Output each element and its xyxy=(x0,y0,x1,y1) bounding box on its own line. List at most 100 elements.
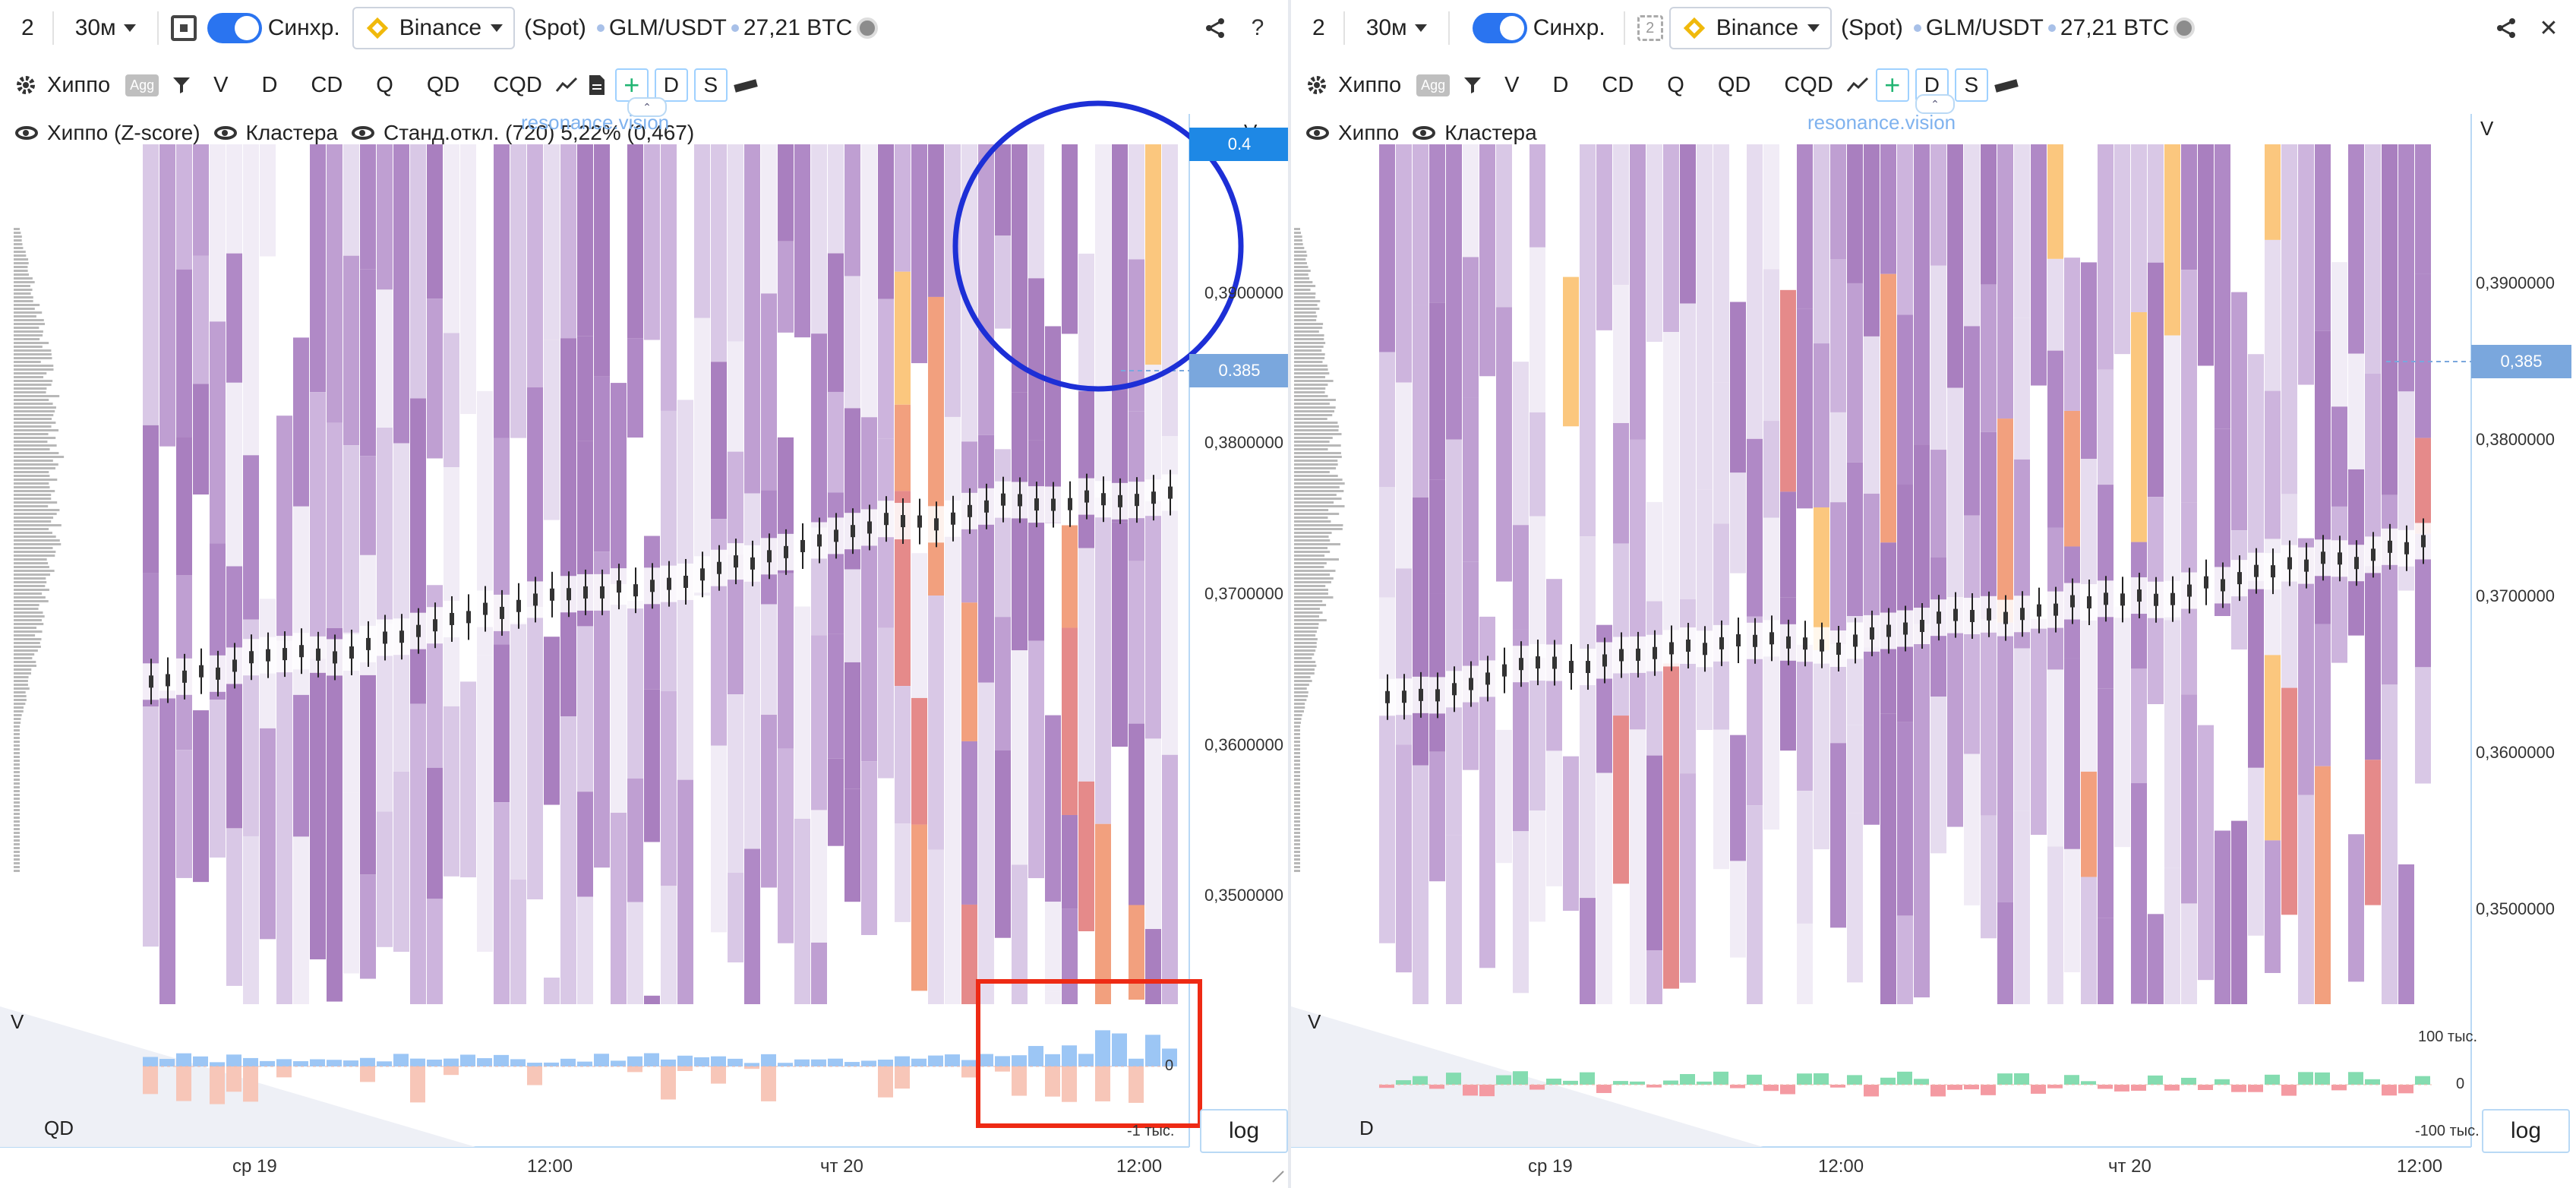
profile-bar xyxy=(14,839,20,842)
indicator-v[interactable]: V xyxy=(1504,72,1520,97)
profile-bar xyxy=(1294,619,1327,621)
agg-badge[interactable]: Agg xyxy=(125,74,159,96)
profile-bar xyxy=(1294,395,1328,397)
candle-body xyxy=(800,539,805,552)
pane-background xyxy=(1291,1006,1763,1147)
add-indicator-button[interactable]: + xyxy=(1875,68,1909,102)
log-scale-button[interactable]: log xyxy=(1200,1109,1288,1153)
s-button[interactable]: S xyxy=(693,68,728,102)
s-button[interactable]: S xyxy=(1954,68,1988,102)
d-button[interactable]: D xyxy=(654,68,688,102)
share-icon[interactable] xyxy=(2491,13,2521,43)
indicator-q[interactable]: Q xyxy=(376,72,393,97)
heat-cell xyxy=(694,596,710,948)
indicator-name[interactable]: Хиппо xyxy=(1338,72,1402,97)
agg-badge[interactable]: Agg xyxy=(1416,74,1451,96)
qd-bar xyxy=(661,1066,676,1100)
indicator-cd[interactable]: CD xyxy=(311,72,343,97)
indicator-cqd[interactable]: CQD xyxy=(493,72,542,97)
volume-bar xyxy=(1062,1045,1077,1066)
chart-canvas[interactable] xyxy=(1291,0,2576,1188)
indicator-qd[interactable]: QD xyxy=(1717,72,1751,97)
indicator-cqd[interactable]: CQD xyxy=(1784,72,1833,97)
log-scale-button[interactable]: log xyxy=(2482,1109,2570,1153)
collapse-toggle[interactable]: ⌃ xyxy=(627,97,667,117)
filter-icon[interactable] xyxy=(166,70,197,100)
gear-icon[interactable] xyxy=(11,70,41,100)
profile-bar xyxy=(14,870,20,872)
share-icon[interactable] xyxy=(1200,13,1230,43)
indicator-name[interactable]: Хиппо xyxy=(47,72,111,97)
eye-icon[interactable] xyxy=(1413,126,1436,140)
pair-label[interactable]: GLM/USDT xyxy=(1925,15,2044,40)
timeframe-select[interactable]: 30м xyxy=(66,15,145,41)
heat-cell xyxy=(911,697,927,825)
heat-cell xyxy=(1563,144,1579,277)
heat-cell xyxy=(1880,273,1896,543)
profile-bar xyxy=(14,555,55,557)
panel-divider[interactable] xyxy=(1288,0,1291,1188)
line-chart-icon[interactable] xyxy=(551,70,582,100)
eye-icon[interactable] xyxy=(352,126,374,140)
binance-logo-icon xyxy=(365,15,390,41)
filter-icon[interactable] xyxy=(1457,70,1488,100)
help-button[interactable]: ? xyxy=(1251,15,1264,40)
eye-icon[interactable] xyxy=(213,126,237,140)
eye-icon[interactable] xyxy=(1306,126,1329,140)
exchange-select[interactable]: Binance xyxy=(1668,7,1833,49)
close-button[interactable]: ✕ xyxy=(2539,15,2559,41)
ruler-icon[interactable] xyxy=(731,70,761,100)
resize-grip-icon[interactable] xyxy=(1272,1171,1284,1183)
eye-icon[interactable] xyxy=(15,126,38,140)
screenshot-icon[interactable] xyxy=(170,15,197,41)
linked-window-icon[interactable]: 2 xyxy=(1637,15,1663,41)
heat-cell xyxy=(1513,362,1529,526)
legend-item-clusters[interactable]: Кластера xyxy=(213,121,338,145)
profile-bar xyxy=(14,725,20,728)
indicator-v[interactable]: V xyxy=(213,72,229,97)
exchange-select[interactable]: Binance xyxy=(352,7,516,49)
candle-body xyxy=(533,593,538,606)
heat-cell xyxy=(1095,144,1111,498)
indicator-qd[interactable]: QD xyxy=(426,72,460,97)
profile-bar xyxy=(1294,862,1300,864)
legend-item-hippo[interactable]: Хиппо xyxy=(1306,121,1399,145)
document-icon[interactable] xyxy=(582,70,612,100)
collapse-toggle[interactable]: ⌃ xyxy=(1915,94,1955,114)
sync-toggle[interactable] xyxy=(1472,13,1527,43)
heat-cell xyxy=(1830,743,1846,928)
heat-cell xyxy=(510,622,526,880)
heat-cell xyxy=(1780,750,1796,945)
gear-icon[interactable] xyxy=(1302,70,1332,100)
legend-item-clusters[interactable]: Кластера xyxy=(1413,121,1537,145)
profile-bar xyxy=(1294,562,1327,564)
volume-label: 27,21 BTC xyxy=(2060,15,2170,40)
timeframe-select[interactable]: 30м xyxy=(1357,15,1436,41)
ruler-icon[interactable] xyxy=(1991,70,2022,100)
heat-cell xyxy=(778,241,794,333)
sync-toggle[interactable] xyxy=(207,13,262,43)
profile-bar xyxy=(14,509,60,511)
pair-label[interactable]: GLM/USDT xyxy=(608,15,727,40)
legend-item-stddev[interactable]: Станд.откл. (720) 5,22% (0,467) xyxy=(352,121,694,145)
layout-number[interactable]: 2 xyxy=(21,15,34,40)
volume-bar xyxy=(260,1060,275,1066)
line-chart-icon[interactable] xyxy=(1842,70,1873,100)
indicator-cd[interactable]: CD xyxy=(1602,72,1634,97)
indicator-q[interactable]: Q xyxy=(1667,72,1684,97)
indicator-d[interactable]: D xyxy=(261,72,278,97)
profile-bar xyxy=(1294,262,1307,264)
delta-bar xyxy=(1997,1073,2012,1085)
chart-canvas[interactable] xyxy=(0,0,1288,1188)
heat-cell xyxy=(844,569,860,662)
heat-cell xyxy=(2081,771,2097,877)
layout-number[interactable]: 2 xyxy=(1312,15,1325,40)
profile-bar xyxy=(14,794,20,796)
profile-bar xyxy=(1294,384,1328,386)
chevron-down-icon xyxy=(491,24,504,32)
candle-body xyxy=(2221,579,2225,592)
profile-bar xyxy=(14,437,56,439)
indicator-d[interactable]: D xyxy=(1552,72,1569,97)
heat-cell xyxy=(1930,265,1946,450)
legend-item-hippo[interactable]: Хиппо (Z-score) xyxy=(15,121,200,145)
